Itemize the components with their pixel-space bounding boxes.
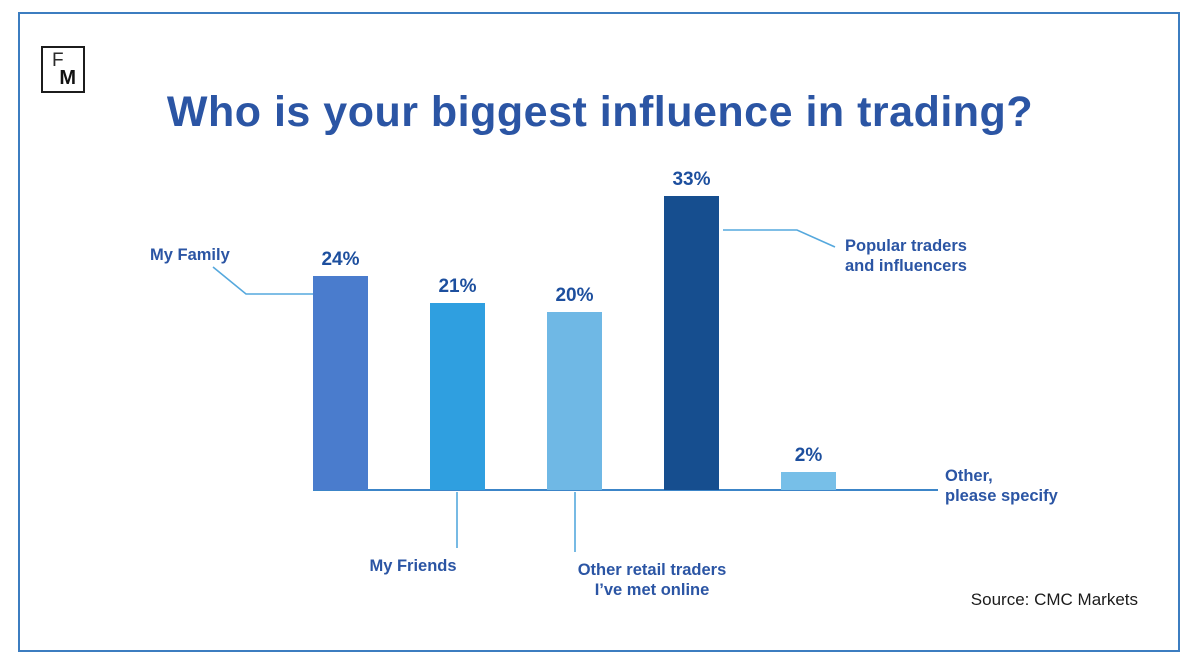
bar-popular-traders-and-influencers	[664, 196, 719, 490]
bar-value-label-other-retail-traders-i-ve-met-online: 20%	[555, 285, 594, 306]
label-my-family: My Family	[150, 246, 230, 264]
bar-other-please-specify	[781, 472, 836, 490]
bar-my-friends	[430, 303, 485, 490]
connector-popular-traders	[723, 229, 836, 248]
x-axis-line	[313, 489, 938, 491]
bar-other-retail-traders-i-ve-met-online	[547, 312, 602, 490]
bar-my-family	[313, 276, 368, 490]
bar-value-label-other-please-specify: 2%	[794, 445, 823, 466]
label-popular-traders: Popular traders and influencers	[845, 237, 967, 275]
connector-my-family	[212, 266, 313, 295]
logo-letter-f: F	[52, 50, 64, 71]
logo-letter-m: M	[59, 67, 76, 89]
bar-value-label-popular-traders-and-influencers: 33%	[672, 169, 711, 190]
source-credit: Source: CMC Markets	[970, 590, 1138, 609]
label-other-specify: Other, please specify	[945, 467, 1058, 505]
bar-value-label-my-friends: 21%	[438, 276, 477, 297]
chart-title: Who is your biggest influence in trading…	[166, 88, 1034, 136]
label-other-retail-traders: Other retail traders I’ve met online	[577, 561, 727, 599]
bar-value-label-my-family: 24%	[321, 249, 360, 270]
label-my-friends: My Friends	[369, 557, 457, 575]
brand-logo: F M	[41, 46, 85, 93]
